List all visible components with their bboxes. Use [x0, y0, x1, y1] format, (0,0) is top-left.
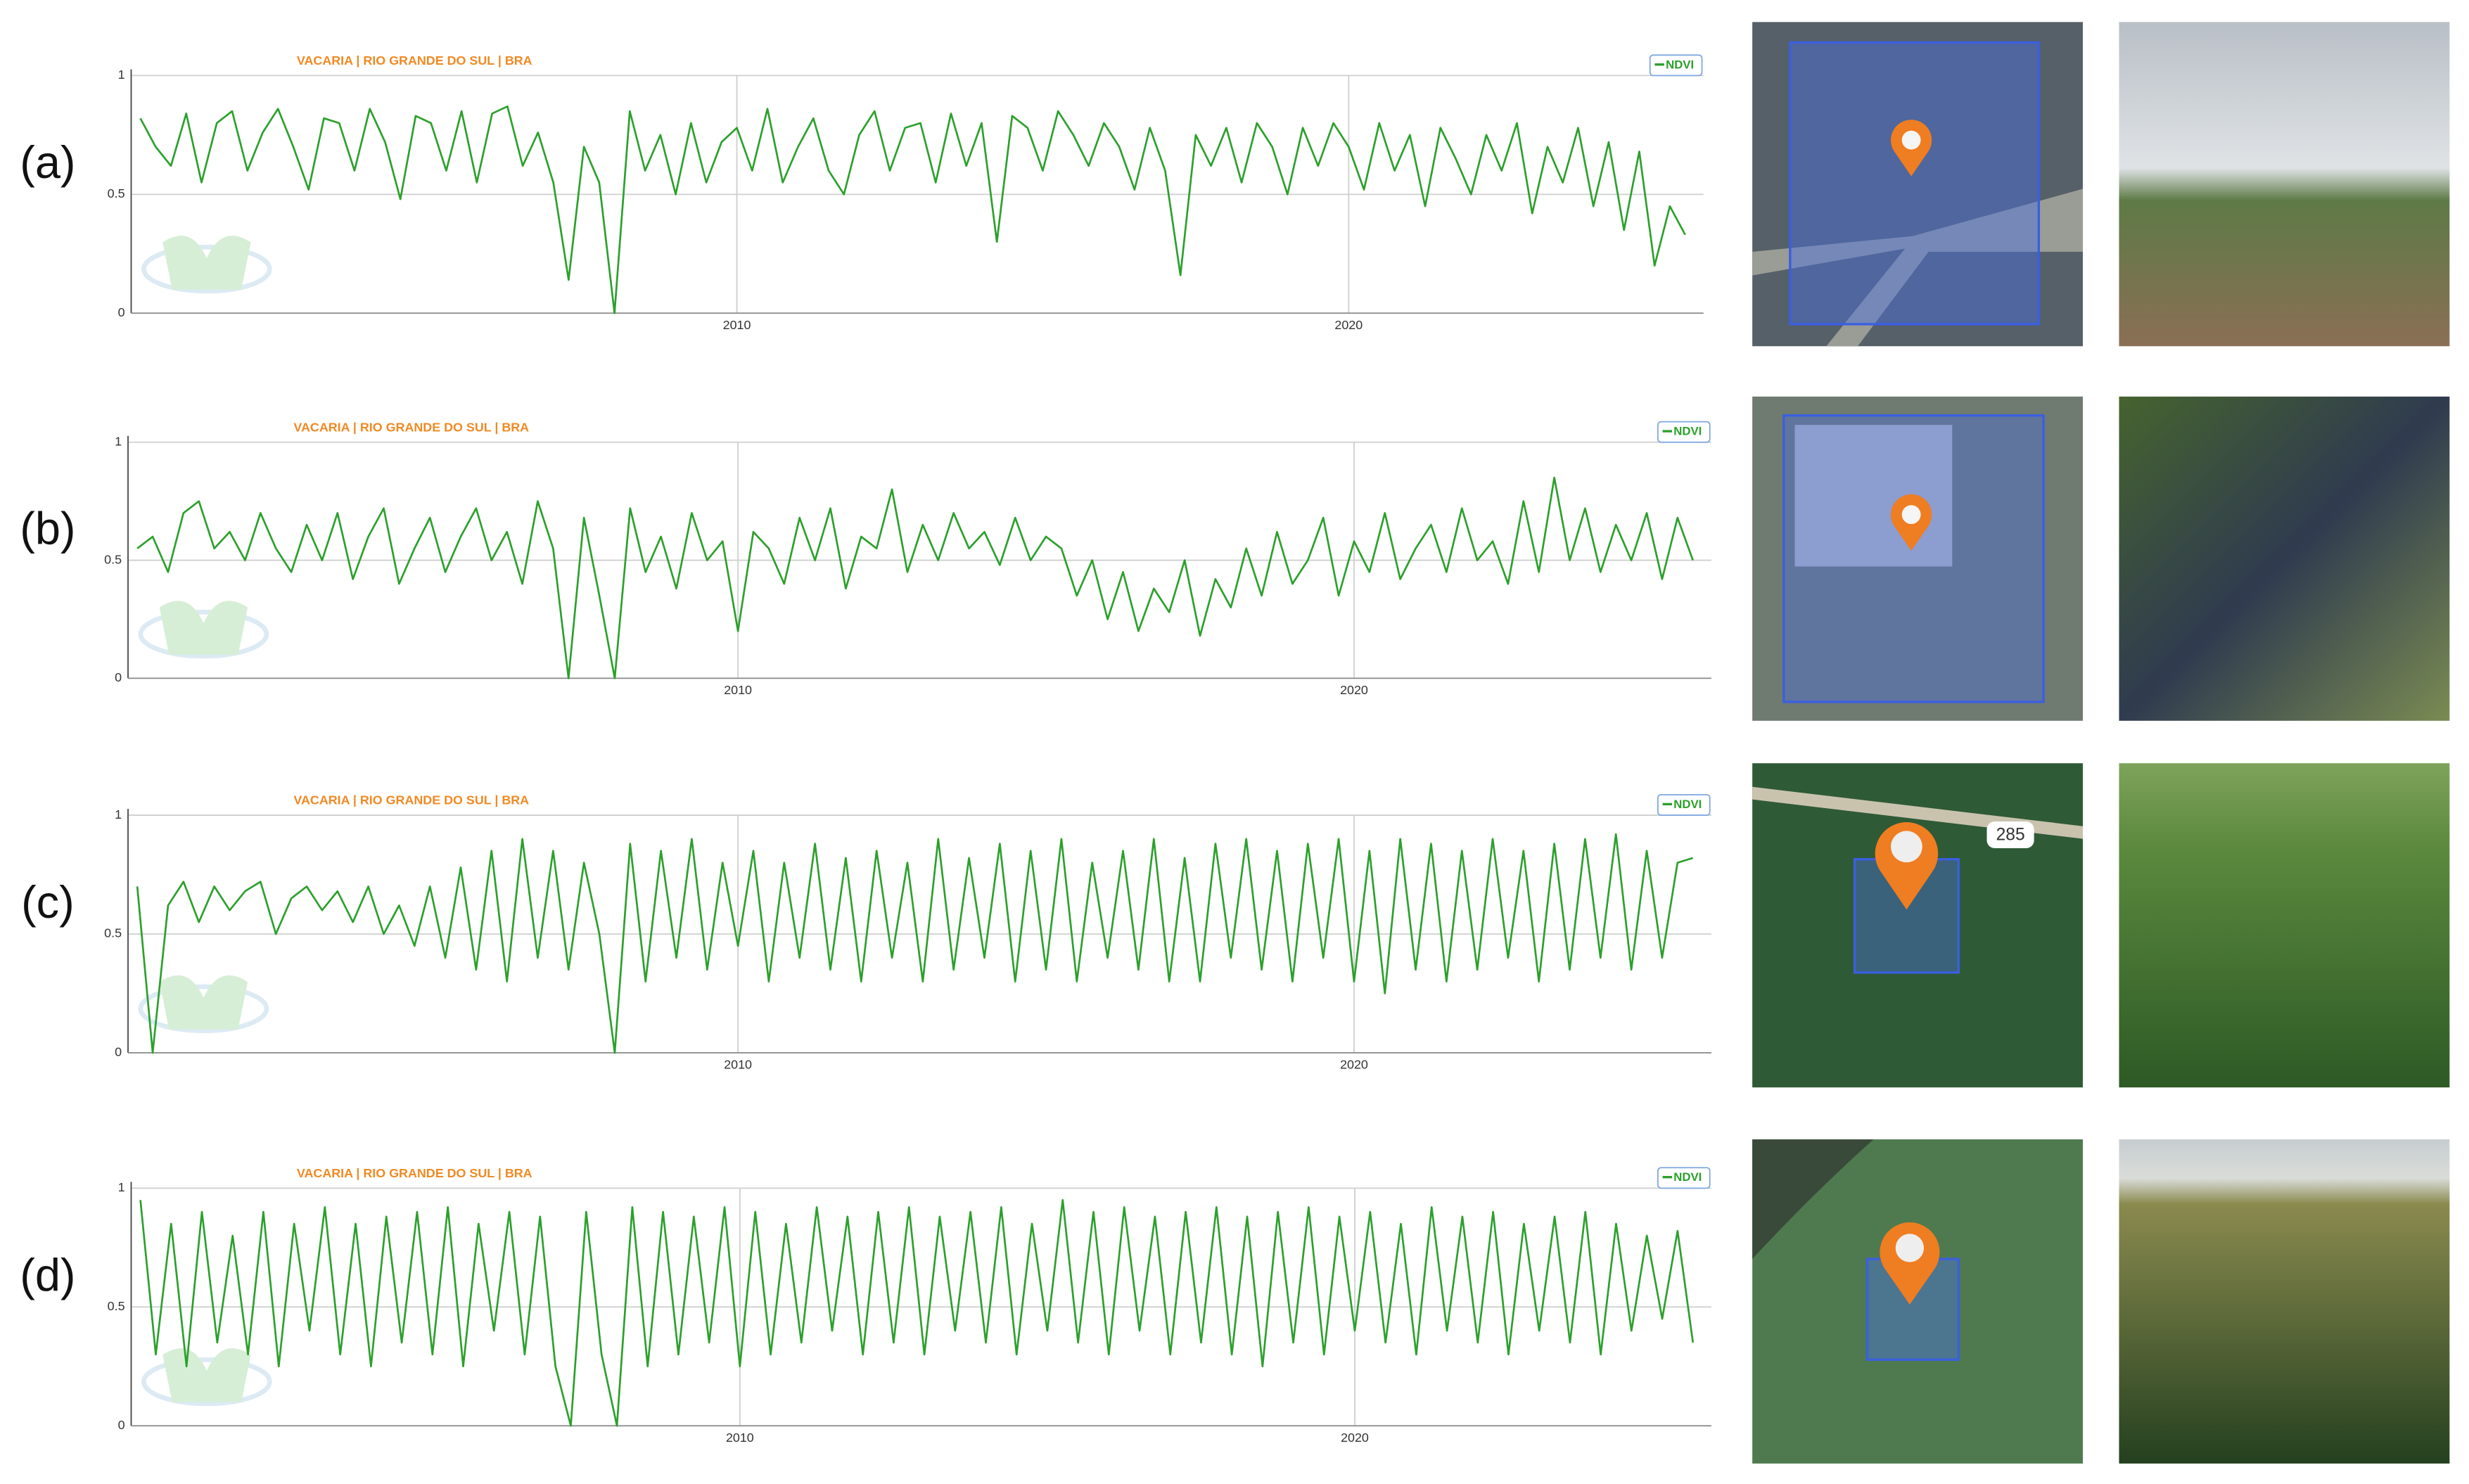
logo-leaf — [159, 975, 248, 1030]
satellite-image — [1752, 396, 2084, 721]
logo-watermark — [141, 1348, 272, 1407]
panel-label: (c) — [21, 876, 75, 928]
satellite-image — [1752, 1139, 2084, 1464]
logo-watermark — [138, 975, 269, 1033]
ndvi-line — [139, 1198, 1695, 1427]
ndvi-line — [136, 833, 1694, 1054]
panel-label: (d) — [20, 1249, 75, 1300]
legend-box — [1649, 54, 1703, 77]
chart-title: VACARIA | RIO GRANDE DO SUL | BRA — [297, 53, 532, 68]
logo-ring — [138, 610, 269, 659]
legend-box — [1657, 794, 1711, 816]
x-tick-label: 2020 — [1340, 1058, 1368, 1072]
road-shield — [1986, 821, 2034, 849]
y-tick-label: 0.5 — [108, 1299, 125, 1313]
logo-ring — [138, 984, 269, 1033]
field-photo — [2119, 22, 2450, 347]
legend-box — [1657, 421, 1711, 443]
y-tick-label: 0 — [118, 1418, 125, 1432]
x-tick-label: 2010 — [724, 683, 752, 697]
x-tick-label: 2010 — [723, 318, 751, 332]
panel-label: (b) — [20, 502, 75, 554]
logo-watermark — [141, 236, 272, 294]
chart-title: VACARIA | RIO GRANDE DO SUL | BRA — [293, 793, 529, 807]
y-tick-label: 1 — [118, 68, 125, 82]
y-tick-label: 1 — [115, 807, 122, 821]
y-tick-label: 0 — [118, 305, 125, 319]
x-tick-label: 2010 — [724, 1058, 752, 1072]
field-photo — [2119, 1139, 2450, 1464]
satellite-image — [1752, 22, 2084, 347]
field-photo — [2119, 763, 2450, 1088]
logo-watermark — [138, 601, 269, 659]
logo-ring — [141, 1357, 272, 1407]
x-tick-label: 2020 — [1340, 683, 1368, 697]
legend-label: NDVI — [1666, 58, 1694, 71]
y-tick-label: 0.5 — [108, 186, 125, 200]
ndvi-line — [136, 476, 1694, 679]
chart: 0 0.5 1 2010 2020 VACARIA | RIO GRANDE DO SUL… — [104, 793, 1711, 1072]
legend-label: NDVI — [1673, 425, 1702, 438]
chart-title: VACARIA | RIO GRANDE DO SUL | BRA — [297, 1166, 532, 1180]
field-photo — [2119, 396, 2450, 721]
y-tick-label: 0.5 — [104, 926, 122, 940]
y-tick-label: 0 — [115, 670, 122, 684]
chart-title: VACARIA | RIO GRANDE DO SUL | BRA — [293, 420, 529, 434]
chart: 0 0.5 1 2010 2020 VACARIA | RIO GRANDE DO SUL… — [108, 53, 1704, 332]
y-tick-label: 1 — [118, 1180, 125, 1194]
legend-label: NDVI — [1673, 798, 1702, 811]
x-tick-label: 2010 — [726, 1431, 754, 1445]
chart: 0 0.5 1 2010 2020 VACARIA | RIO GRANDE DO SUL… — [104, 420, 1711, 697]
x-tick-label: 2020 — [1334, 318, 1363, 332]
chart: 0 0.5 1 2010 2020 VACARIA | RIO GRANDE DO SUL… — [108, 1166, 1711, 1445]
logo-ring — [141, 244, 272, 294]
logo-leaf — [159, 601, 248, 655]
logo-leaf — [162, 236, 251, 290]
road-label: 285 — [1996, 826, 2025, 845]
ndvi-line — [139, 105, 1686, 314]
legend-label: NDVI — [1673, 1170, 1702, 1184]
logo-leaf — [162, 1348, 251, 1402]
x-tick-label: 2020 — [1341, 1431, 1369, 1445]
panel-label: (a) — [20, 136, 75, 188]
legend-box — [1657, 1167, 1711, 1189]
satellite-image: 285 — [1752, 763, 2084, 1088]
y-tick-label: 0 — [115, 1045, 122, 1059]
y-tick-label: 0.5 — [104, 552, 122, 566]
y-tick-label: 1 — [115, 434, 122, 448]
